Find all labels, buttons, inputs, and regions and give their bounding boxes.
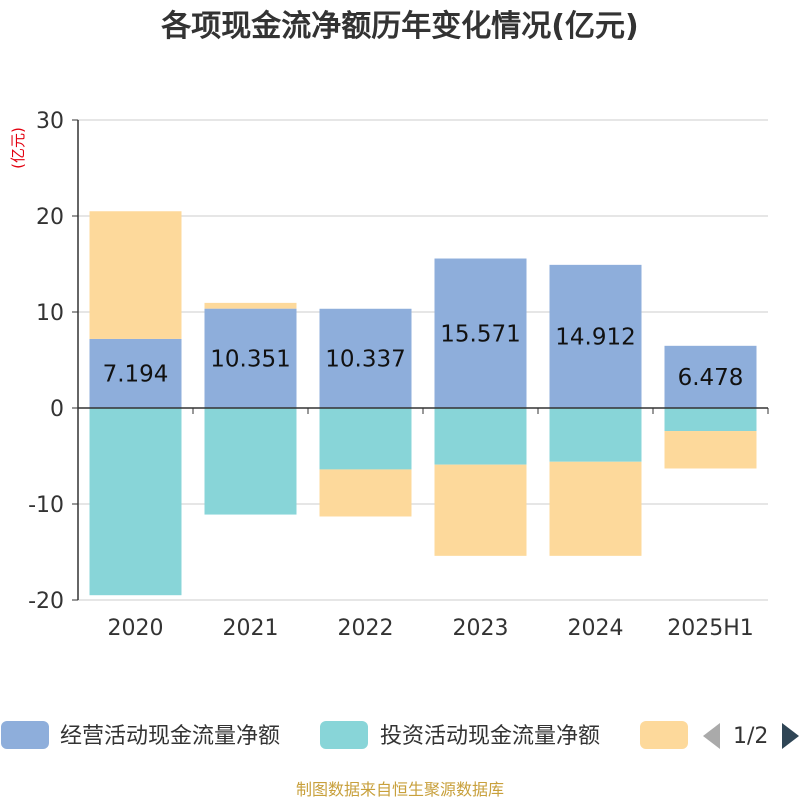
bar-2023-series-2 [434, 408, 527, 465]
data-label-2025H1: 6.478 [678, 365, 744, 391]
bar-2021-series-1 [204, 308, 297, 408]
data-label-2023: 15.571 [440, 321, 520, 347]
bar-2020-series-2 [89, 408, 182, 596]
legend-label-2[interactable]: 投资活动现金流量净额 [380, 724, 600, 749]
bar-2021-series-3 [204, 302, 297, 309]
x-tick-label: 2021 [223, 616, 279, 641]
data-label-2022: 10.337 [325, 346, 405, 372]
chart-title: 各项现金流净额历年变化情况(亿元) [160, 9, 638, 44]
x-tick-label: 2025H1 [667, 616, 754, 641]
y-tick-label: 20 [36, 205, 64, 230]
y-tick-label: 30 [36, 109, 64, 134]
x-tick-label: 2022 [338, 616, 394, 641]
y-tick-label: -20 [28, 589, 64, 614]
data-label-2020: 7.194 [103, 361, 169, 387]
bar-2022-series-2 [319, 408, 412, 470]
bar-2021-series-2 [204, 408, 297, 515]
bar-2024-series-1 [549, 264, 642, 408]
x-tick-label: 2023 [453, 616, 509, 641]
prev-page-icon[interactable] [703, 723, 720, 749]
next-page-icon[interactable] [782, 723, 799, 749]
data-source-note: 制图数据来自恒生聚源数据库 [296, 780, 504, 799]
bar-2025H1-series-3 [664, 431, 757, 469]
bar-2025H1-series-1 [664, 345, 757, 408]
y-axis-unit-label: (亿元) [9, 127, 27, 169]
legend-page-indicator: 1/2 [733, 724, 768, 749]
y-tick-label: 10 [36, 301, 64, 326]
bar-2024-series-2 [549, 408, 642, 462]
bar-2025H1-series-2 [664, 408, 757, 432]
bar-2022-series-3 [319, 469, 412, 517]
legend-swatch-3[interactable] [640, 721, 688, 749]
data-label-2024: 14.912 [555, 324, 635, 350]
data-label-2021: 10.351 [210, 346, 290, 372]
bar-2020-series-1 [89, 338, 182, 408]
bar-2020-series-3 [89, 211, 182, 339]
x-tick-label: 2024 [568, 616, 624, 641]
legend-label-1[interactable]: 经营活动现金流量净额 [60, 724, 280, 749]
bar-2023-series-1 [434, 258, 527, 408]
bar-2022-series-1 [319, 308, 412, 408]
y-tick-label: 0 [50, 397, 64, 422]
legend-swatch-1[interactable] [1, 721, 49, 749]
bar-2023-series-3 [434, 464, 527, 556]
x-tick-label: 2020 [108, 616, 164, 641]
legend-swatch-2[interactable] [320, 721, 368, 749]
y-tick-label: -10 [28, 493, 64, 518]
bar-2024-series-3 [549, 461, 642, 556]
